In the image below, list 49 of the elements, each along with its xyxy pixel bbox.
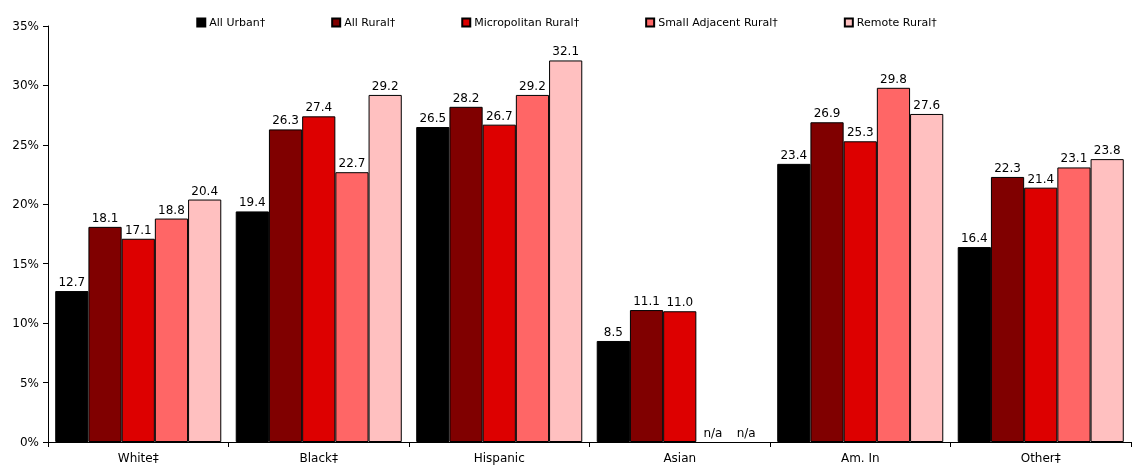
data-label: 22.3 [994,160,1021,175]
x-tick-label: Asian [663,451,697,465]
data-label: 26.9 [813,106,841,121]
x-tick-label: Black‡ [299,451,338,465]
y-tick-label: 25% [12,137,39,152]
legend-label: Micropolitan Rural† [474,16,580,29]
data-label: 23.4 [780,147,808,162]
data-label: 11.0 [666,295,694,310]
y-tick-label: 30% [12,78,39,93]
legend-label: All Rural† [344,16,396,29]
data-label: 23.8 [1093,143,1121,158]
x-tick-label: Other‡ [1020,451,1061,465]
data-label: 26.5 [419,111,447,126]
data-label: 16.4 [960,231,988,246]
x-tick-label: Am. In [840,451,880,465]
x-tick-label: Hispanic [473,451,525,465]
y-tick-label: 35% [12,19,39,33]
legend-label: All Urban† [209,16,266,29]
text: n/a [736,426,756,440]
data-label: 21.4 [1027,171,1055,186]
data-label: 28.2 [452,90,480,105]
data-label: 29.8 [880,71,907,86]
data-label: 18.8 [158,202,185,217]
data-label: 29.2 [371,78,399,93]
legend-label: Small Adjacent Rural† [658,16,779,29]
y-tick-label: 15% [12,256,39,271]
data-label: 25.3 [846,125,874,140]
data-label: 18.1 [91,210,119,225]
data-label: 26.3 [272,113,299,128]
y-tick-label: 10% [12,316,39,331]
data-label: 32.1 [552,44,580,59]
y-tick-label: 20% [12,197,39,212]
data-label: 12.7 [58,275,86,290]
data-label: 19.4 [238,195,266,210]
y-tick-label: 0% [19,435,39,449]
data-label: 29.2 [519,78,546,93]
data-label: 22.7 [338,156,366,171]
legend-label: Remote Rural† [856,16,938,29]
data-label: 23.1 [1060,151,1088,166]
y-tick-label: 5% [19,375,39,390]
x-tick-label: White‡ [117,451,159,465]
data-label: 27.6 [913,97,941,112]
data-label: 20.4 [191,183,219,198]
data-label: 11.1 [633,294,660,309]
data-label: 17.1 [124,222,152,237]
data-label: 27.4 [305,100,333,115]
data-label: 8.5 [603,324,623,339]
data-label: 26.7 [485,108,513,123]
text: n/a [703,426,723,440]
